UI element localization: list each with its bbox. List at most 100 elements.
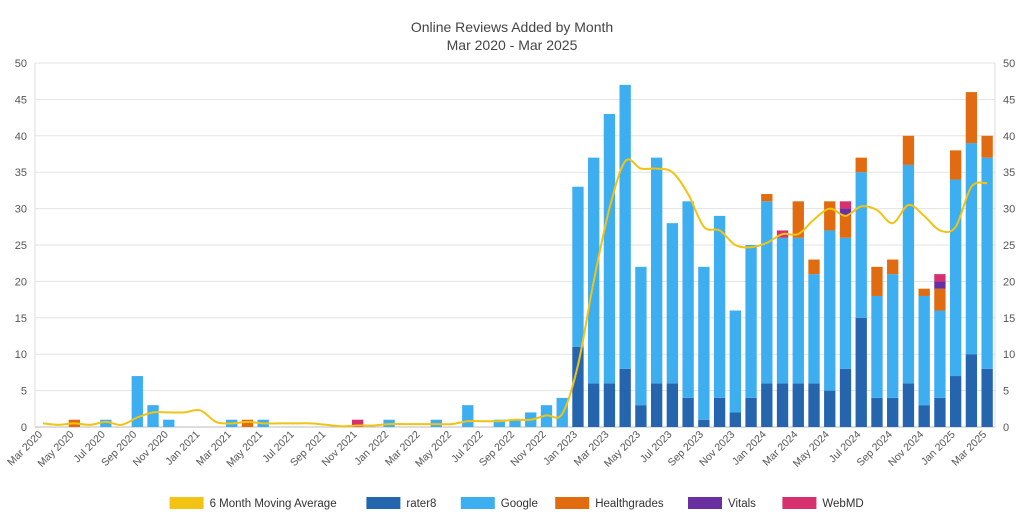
bar-rater8 <box>887 397 899 427</box>
y-tick-label-left: 50 <box>15 58 27 70</box>
bar-google <box>100 419 112 427</box>
bar-healthgrades <box>839 215 852 238</box>
legend-label-webmd: WebMD <box>822 498 863 510</box>
bar-rater8 <box>619 368 631 427</box>
bar-rater8 <box>588 383 600 427</box>
bar-rater8 <box>713 397 726 427</box>
legend: 6 Month Moving Average rater8 Google Health… <box>169 497 864 510</box>
legend-swatch-vitals <box>688 497 722 509</box>
bar-rater8 <box>761 383 773 427</box>
moving-average-line-layer <box>42 158 988 428</box>
bar-google <box>871 295 883 398</box>
bar-google <box>493 419 505 427</box>
legend-label-6-month-moving-average: 6 Month Moving Average <box>210 498 337 510</box>
bar-rater8 <box>650 383 663 427</box>
x-tick-label: Mar 2025 <box>949 429 989 469</box>
bar-rater8 <box>918 405 930 427</box>
bar-google <box>131 376 143 427</box>
bar-google <box>965 143 978 355</box>
y-tick-label-left: 40 <box>15 131 27 143</box>
bar-healthgrades <box>871 266 883 296</box>
bar-healthgrades <box>902 135 915 165</box>
y-tick-label-right: 25 <box>1003 240 1015 252</box>
bar-healthgrades <box>824 201 836 231</box>
legend-swatch-google <box>460 497 495 509</box>
y-tick-label-left: 45 <box>15 94 27 106</box>
bar-google <box>635 266 647 406</box>
bar-google <box>603 113 616 384</box>
bar-google <box>588 157 600 384</box>
bar-google <box>163 419 175 427</box>
y-tick-label-left: 5 <box>21 386 27 398</box>
legend-swatch-healthgrades <box>555 497 590 509</box>
bar-healthgrades <box>761 194 773 202</box>
y-tick-label-right: 30 <box>1003 204 1015 216</box>
bar-google <box>808 274 820 384</box>
bar-google <box>949 179 962 377</box>
bar-google <box>572 186 584 347</box>
y-tick-label-left: 35 <box>15 167 27 179</box>
bar-webmd <box>934 274 946 282</box>
bar-healthgrades <box>934 288 946 311</box>
bar-rater8 <box>839 368 852 427</box>
bar-vitals <box>839 208 852 216</box>
bar-rater8 <box>776 383 789 427</box>
bar-google <box>682 201 694 398</box>
bar-rater8 <box>698 419 710 427</box>
bar-google <box>824 230 836 391</box>
bar-rater8 <box>808 383 820 427</box>
y-tick-label-right: 20 <box>1003 276 1015 288</box>
bar-rater8 <box>949 376 962 427</box>
bar-healthgrades <box>887 259 899 275</box>
bar-rater8 <box>871 397 883 427</box>
bar-google <box>839 237 852 369</box>
bar-google <box>147 405 159 427</box>
bar-google <box>918 295 930 406</box>
bar-webmd <box>839 201 852 209</box>
legend-swatch-webmd <box>782 497 817 509</box>
bar-rater8 <box>745 397 757 427</box>
bar-google <box>509 419 521 427</box>
bar-rater8 <box>965 354 978 427</box>
y-tick-label-left: 20 <box>15 276 27 288</box>
chart-subtitle: Mar 2020 - Mar 2025 <box>447 37 578 53</box>
bar-healthgrades <box>241 419 254 427</box>
bar-rater8 <box>855 317 867 427</box>
bar-rater8 <box>824 390 836 427</box>
bar-rater8 <box>603 383 616 427</box>
bar-google <box>666 223 679 384</box>
bar-rater8 <box>572 346 584 427</box>
bar-google <box>745 245 757 398</box>
y-tick-label-right: 50 <box>1003 58 1015 70</box>
y-tick-label-right: 40 <box>1003 131 1015 143</box>
y-tick-label-left: 0 <box>21 422 27 434</box>
moving-average-line <box>42 158 988 428</box>
chart-title: Online Reviews Added by Month <box>411 19 613 35</box>
bar-vitals <box>934 281 946 289</box>
bars <box>68 84 993 427</box>
bar-google <box>934 310 946 398</box>
legend-swatch-rater8 <box>366 497 401 509</box>
bar-google <box>792 237 804 384</box>
bar-google <box>981 157 993 369</box>
bar-healthgrades <box>981 135 993 158</box>
bar-google <box>619 84 631 369</box>
legend-swatch-6-month-moving-average <box>169 497 204 509</box>
bar-google <box>713 215 726 398</box>
bar-healthgrades <box>808 259 820 275</box>
y-tick-label-right: 10 <box>1003 349 1015 361</box>
y-tick-label-right: 35 <box>1003 167 1015 179</box>
y-tick-label-right: 45 <box>1003 94 1015 106</box>
bar-google <box>462 405 474 427</box>
bar-google <box>887 274 899 398</box>
bar-webmd <box>351 419 364 427</box>
bar-google <box>650 157 663 384</box>
y-tick-label-left: 30 <box>15 204 27 216</box>
bar-google <box>729 310 741 413</box>
y-tick-label-right: 5 <box>1003 386 1009 398</box>
y-tick-label-right: 15 <box>1003 313 1015 325</box>
bar-rater8 <box>729 412 741 427</box>
bar-healthgrades <box>792 201 804 238</box>
